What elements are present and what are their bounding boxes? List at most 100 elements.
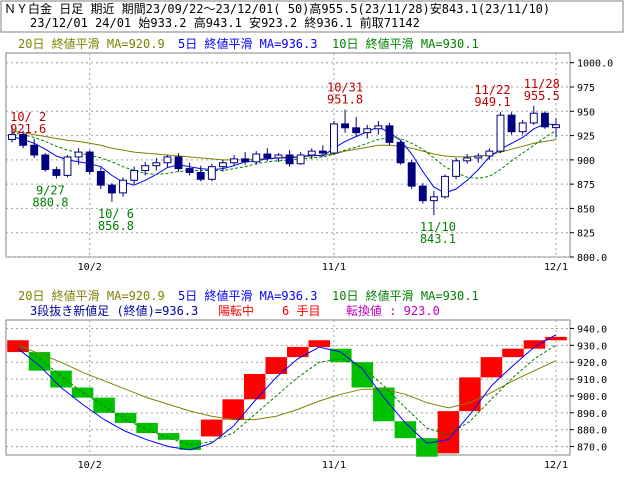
upper-y-tick-label: 825 — [577, 229, 595, 240]
upper-moving-averages — [11, 123, 557, 194]
candle-body — [429, 196, 438, 202]
break-brick — [93, 397, 115, 413]
break-brick — [243, 374, 266, 400]
candle-body — [552, 124, 560, 129]
upper-y-tick-label: 950 — [577, 107, 595, 118]
candle-body — [218, 162, 227, 168]
upper-x-tick-label: 11/1 — [322, 262, 346, 273]
upper-grid — [6, 53, 570, 258]
upper-x-tick-label: 12/1 — [544, 262, 568, 273]
lower-y-tick-label: 910.0 — [577, 375, 607, 386]
candle-body — [485, 150, 494, 157]
candle-body — [85, 151, 94, 173]
candle-body — [63, 156, 72, 176]
lower-y-tick-label: 880.0 — [577, 426, 607, 437]
candle-body — [107, 184, 116, 194]
candle-body — [141, 165, 150, 172]
candle-body — [363, 128, 372, 134]
candle-body — [230, 158, 238, 164]
annotation-value: 880.8 — [32, 196, 68, 210]
candle-body — [96, 171, 105, 186]
break-brick — [394, 421, 417, 439]
annotation-value: 856.8 — [98, 219, 134, 233]
upper-y-tick-label: 800.0 — [577, 253, 607, 264]
legend-ma5: 5日 終値平滑 MA=936.3 — [178, 36, 317, 51]
candle-body — [8, 134, 16, 140]
break-brick — [545, 336, 567, 341]
lower-moving-averages — [17, 334, 557, 451]
break-brick — [265, 357, 287, 374]
break-brick — [222, 399, 244, 420]
candle-body — [330, 123, 338, 154]
upper-y-tick-label: 925 — [577, 132, 595, 143]
candle-body — [252, 153, 261, 163]
lower-x-tick-label: 11/1 — [322, 460, 346, 471]
annotation-value: 955.5 — [524, 89, 560, 103]
candle-body — [30, 144, 39, 156]
annotation-value: 843.1 — [420, 232, 456, 246]
break-brick — [114, 412, 137, 423]
annotation-value: 949.1 — [474, 95, 510, 109]
annotation-value: 951.8 — [327, 93, 363, 107]
candle-body — [540, 112, 549, 128]
lower-info-prefix: 3段抜き新値足 (終値)=936.3 — [30, 303, 198, 318]
lower-y-tick-label: 900.0 — [577, 392, 607, 403]
candle-body — [507, 114, 516, 133]
lower-legend-ma10: 10日 終値平滑 MA=930.1 — [332, 288, 479, 303]
three-line-break-panel: 940.0 930.0 920.0 910.0 900.0 890.0 880.0 870.0… — [5, 319, 607, 471]
candle-body — [385, 125, 394, 143]
upper-y-tick-label: 1000.0 — [577, 59, 613, 70]
candle-body — [396, 141, 405, 164]
upper-y-axis: 1000.0 975 950 925 900 875 850 825 800.0 — [570, 59, 613, 264]
candle-body — [352, 127, 361, 134]
candle-body — [318, 150, 327, 154]
candle-body — [241, 158, 250, 163]
break-brick — [351, 362, 374, 388]
candle-body — [418, 185, 427, 202]
break-brick — [287, 347, 309, 358]
candle-body — [407, 162, 416, 187]
break-brick — [416, 438, 438, 457]
break-brick — [28, 352, 51, 371]
candle-body — [207, 166, 216, 180]
annotation-date: 11/10 — [420, 220, 456, 234]
legend-ma10: 10日 終値平滑 MA=930.1 — [332, 36, 479, 51]
candle-body — [174, 156, 183, 170]
lower-x-tick-label: 12/1 — [544, 460, 568, 471]
candle-body — [441, 175, 449, 198]
break-brick — [437, 411, 460, 454]
candle-body — [518, 122, 527, 133]
candle-body — [285, 154, 294, 165]
upper-series-ma5 — [11, 123, 557, 194]
candle-body — [152, 162, 161, 167]
break-brick — [50, 370, 72, 388]
lower-y-tick-label: 890.0 — [577, 409, 607, 420]
candle-body — [263, 153, 272, 159]
break-brick — [459, 377, 481, 412]
header-title: ＮＹ白金 日足 期近 期間23/09/22〜23/12/01( 50)高955.… — [4, 1, 550, 16]
annotation-date: 10/31 — [327, 81, 363, 95]
break-brick — [7, 340, 29, 353]
lower-info-status: 陽転中 — [218, 303, 254, 318]
lower-y-tick-label: 920.0 — [577, 358, 607, 369]
lower-y-tick-label: 940.0 — [577, 324, 607, 335]
upper-x-axis: 10/2 11/1 12/1 — [78, 262, 568, 273]
candle-body — [274, 154, 283, 159]
lower-y-tick-label: 930.0 — [577, 341, 607, 352]
header-box — [0, 0, 624, 33]
annotation-date: 11/22 — [474, 83, 510, 97]
break-brick — [502, 348, 524, 358]
candle-body — [74, 151, 83, 158]
lower-series-ma20 — [17, 344, 557, 421]
candle-body — [19, 134, 28, 146]
lower-legend-ma5: 5日 終値平滑 MA=936.3 — [178, 288, 317, 303]
legend-ma20: 20日 終値平滑 MA=920.9 — [18, 36, 165, 51]
break-brick — [200, 419, 223, 437]
bricks — [7, 336, 567, 457]
candle-body — [474, 155, 483, 159]
candles — [8, 105, 560, 216]
header-quote: 23/12/01 24/01 始933.2 高943.1 安923.2 終936… — [30, 15, 420, 30]
candle-body — [296, 154, 305, 165]
